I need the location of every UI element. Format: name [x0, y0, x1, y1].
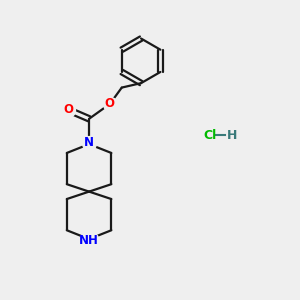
Text: O: O — [105, 98, 115, 110]
Text: N: N — [84, 136, 94, 149]
Text: NH: NH — [79, 234, 99, 247]
Text: O: O — [63, 103, 73, 116]
Text: Cl: Cl — [203, 129, 217, 142]
Text: H: H — [227, 129, 237, 142]
